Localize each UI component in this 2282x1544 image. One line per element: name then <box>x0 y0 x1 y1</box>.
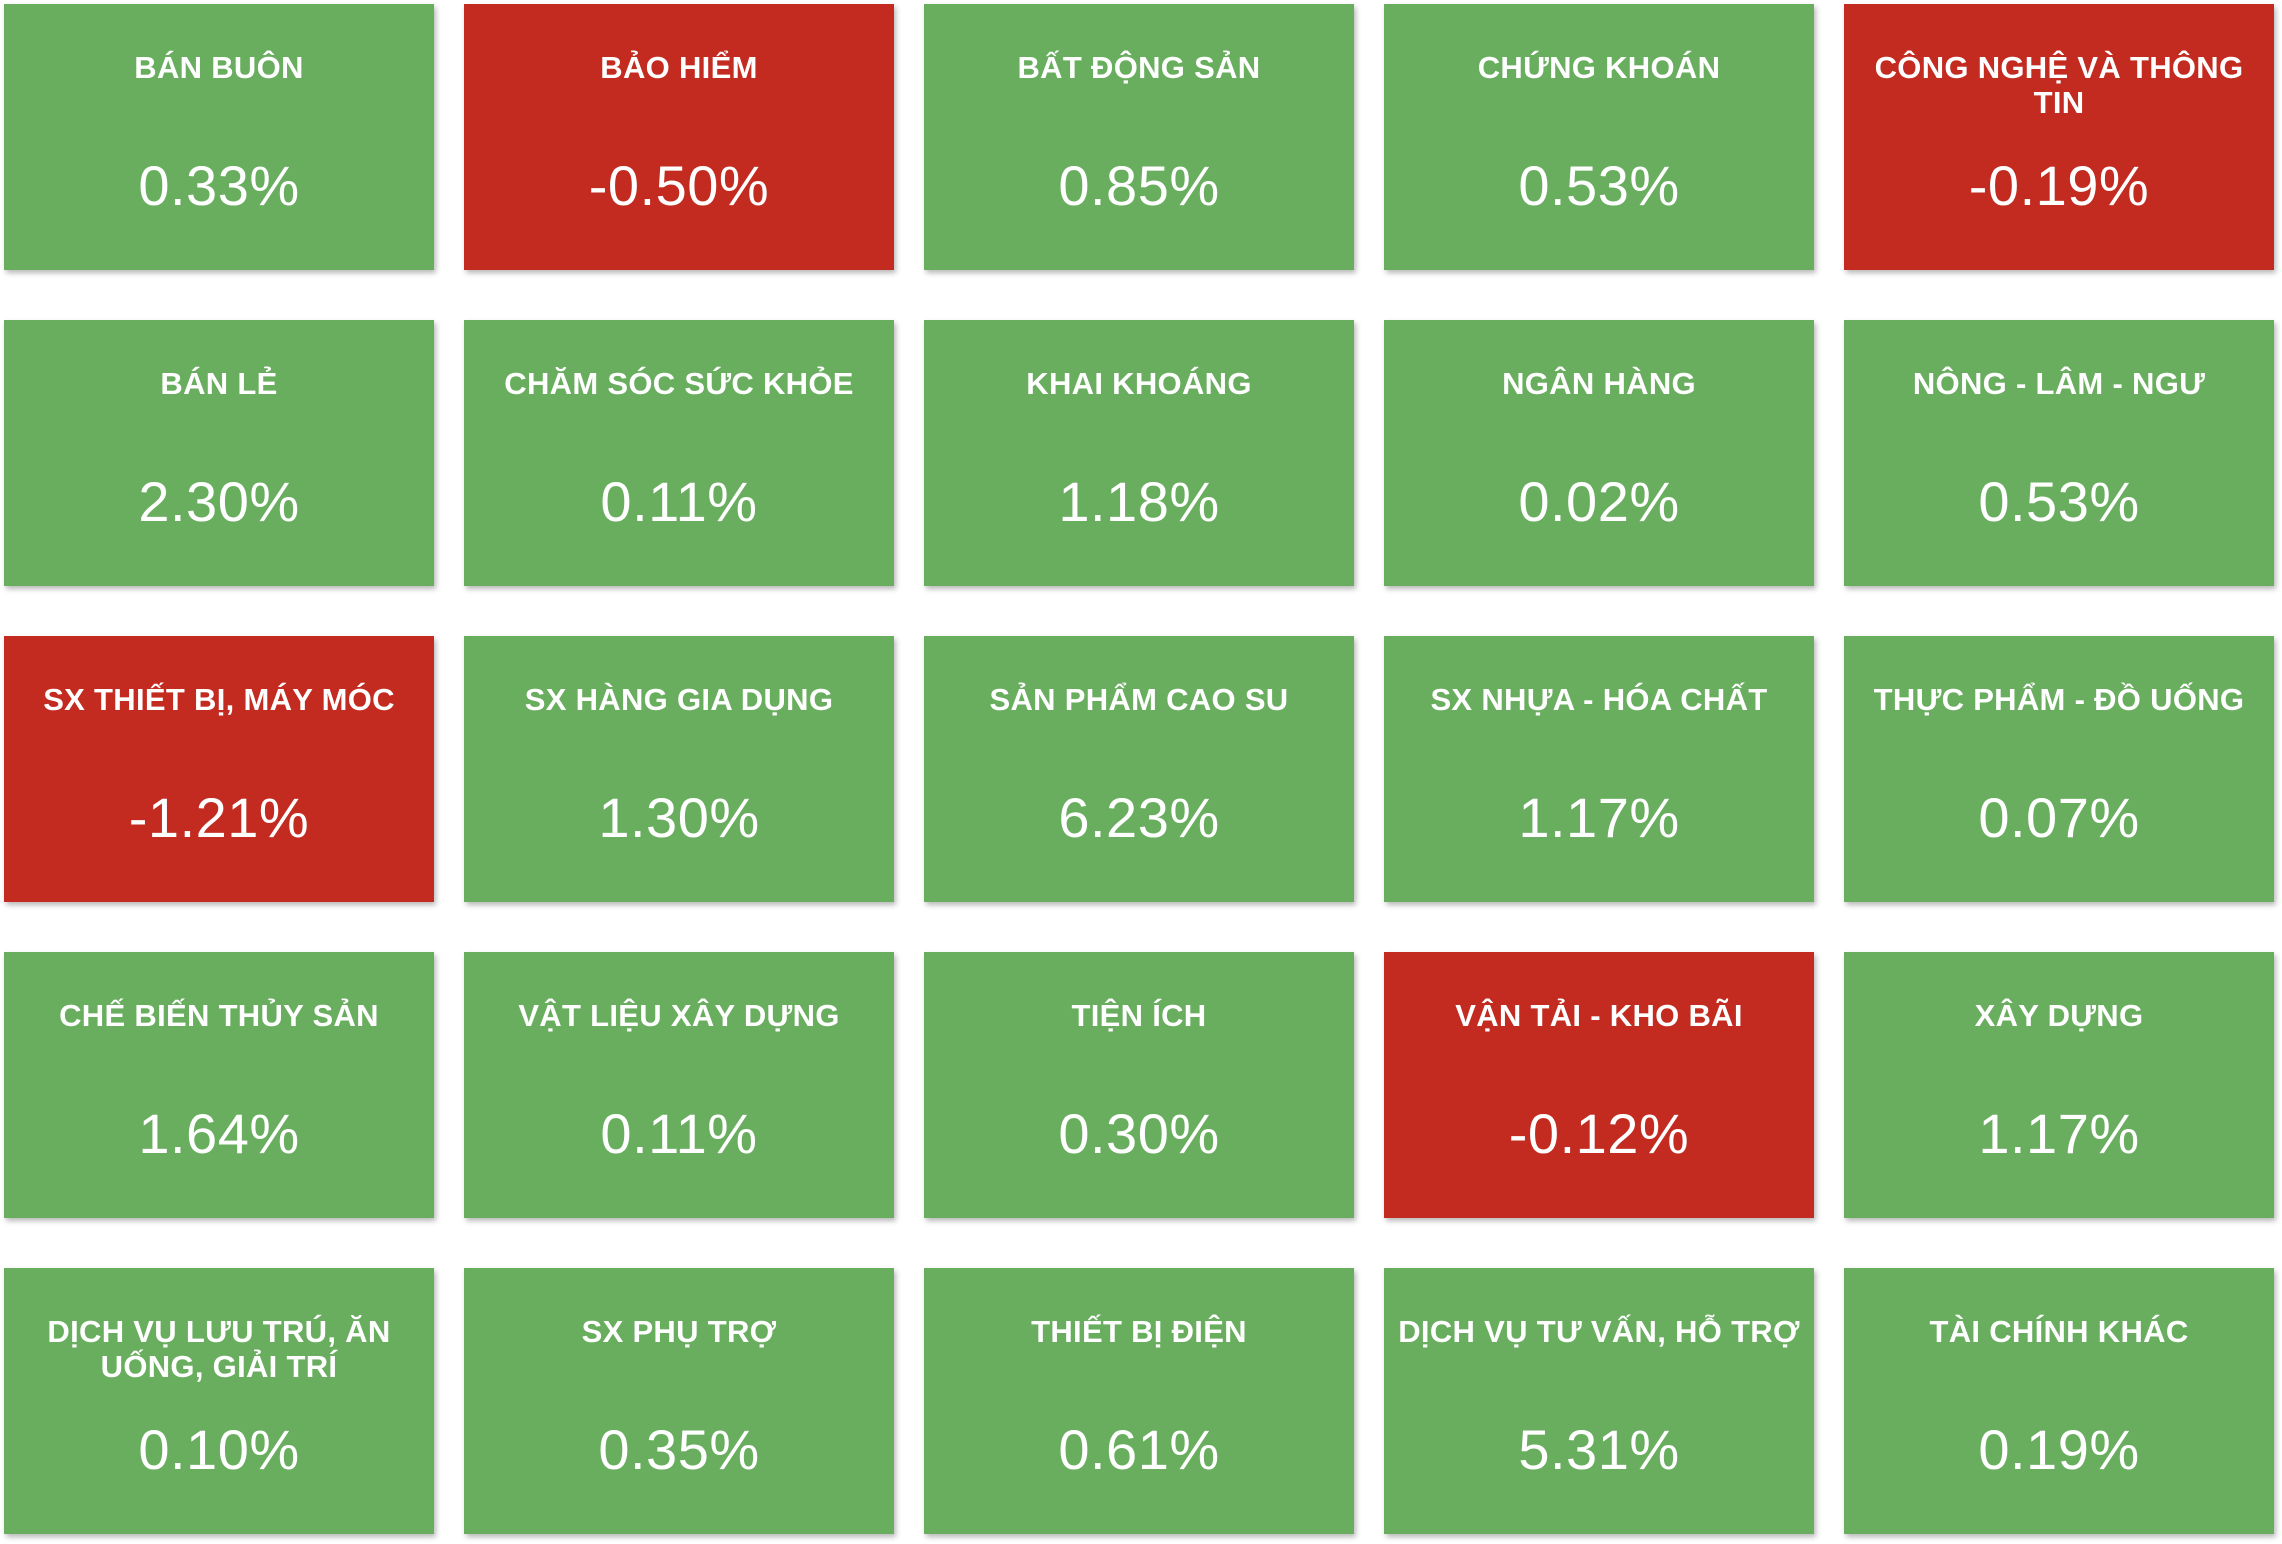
sector-name: CÔNG NGHỆ VÀ THÔNG TIN <box>1874 50 2244 120</box>
sector-change-value: 5.31% <box>1518 1418 1680 1481</box>
sector-change-value: 1.64% <box>138 1102 300 1165</box>
sector-tile[interactable]: SX NHỰA - HÓA CHẤT 1.17% <box>1384 636 1814 902</box>
sector-name: KHAI KHOÁNG <box>1026 366 1252 401</box>
sector-tile[interactable]: DỊCH VỤ LƯU TRÚ, ĂN UỐNG, GIẢI TRÍ 0.10% <box>4 1268 434 1534</box>
sector-tile[interactable]: TÀI CHÍNH KHÁC 0.19% <box>1844 1268 2274 1534</box>
sector-tile[interactable]: CHỨNG KHOÁN 0.53% <box>1384 4 1814 270</box>
sector-change-value: -0.12% <box>1508 1102 1690 1165</box>
sector-change-value: 0.33% <box>138 154 300 217</box>
sector-name: BÁN BUÔN <box>134 50 304 85</box>
sector-name: NÔNG - LÂM - NGƯ <box>1912 366 2206 401</box>
sector-change-value: 1.30% <box>598 786 760 849</box>
sector-name: BẢO HIỂM <box>600 50 758 85</box>
sector-change-value: 0.30% <box>1058 1102 1220 1165</box>
sector-tile[interactable]: NÔNG - LÂM - NGƯ 0.53% <box>1844 320 2274 586</box>
sector-name: TÀI CHÍNH KHÁC <box>1929 1314 2189 1349</box>
sector-change-value: 0.35% <box>598 1418 760 1481</box>
sector-tile[interactable]: CHẾ BIẾN THỦY SẢN 1.64% <box>4 952 434 1218</box>
sector-change-value: 0.61% <box>1058 1418 1220 1481</box>
sector-change-value: 1.18% <box>1058 470 1220 533</box>
sector-tile[interactable]: DỊCH VỤ TƯ VẤN, HỖ TRỢ 5.31% <box>1384 1268 1814 1534</box>
sector-name: CHẾ BIẾN THỦY SẢN <box>59 998 379 1033</box>
sector-change-value: 0.11% <box>600 470 758 533</box>
sector-change-value: 0.02% <box>1518 470 1680 533</box>
sector-change-value: 1.17% <box>1518 786 1680 849</box>
sector-tile[interactable]: CHĂM SÓC SỨC KHỎE 0.11% <box>464 320 894 586</box>
sector-name: DỊCH VỤ LƯU TRÚ, ĂN UỐNG, GIẢI TRÍ <box>47 1314 391 1384</box>
sector-change-value: 0.07% <box>1978 786 2140 849</box>
sector-tile[interactable]: BÁN LẺ 2.30% <box>4 320 434 586</box>
sector-tile[interactable]: SX HÀNG GIA DỤNG 1.30% <box>464 636 894 902</box>
sector-name: NGÂN HÀNG <box>1502 366 1696 401</box>
sector-tile[interactable]: CÔNG NGHỆ VÀ THÔNG TIN -0.19% <box>1844 4 2274 270</box>
sector-name: BÁN LẺ <box>160 366 278 401</box>
sector-tile[interactable]: XÂY DỰNG 1.17% <box>1844 952 2274 1218</box>
sector-change-value: 6.23% <box>1058 786 1220 849</box>
sector-name: SX NHỰA - HÓA CHẤT <box>1430 682 1768 717</box>
sector-tile[interactable]: VẬT LIỆU XÂY DỰNG 0.11% <box>464 952 894 1218</box>
sector-grid: BÁN BUÔN 0.33% BẢO HIỂM -0.50% BẤT ĐỘNG SẢN 0… <box>4 4 2274 1534</box>
sector-name: SX PHỤ TRỢ <box>581 1314 777 1349</box>
sector-change-value: 0.19% <box>1978 1418 2140 1481</box>
sector-tile[interactable]: BẤT ĐỘNG SẢN 0.85% <box>924 4 1354 270</box>
sector-tile[interactable]: SX THIẾT BỊ, MÁY MÓC -1.21% <box>4 636 434 902</box>
sector-name: XÂY DỰNG <box>1974 998 2144 1033</box>
sector-tile[interactable]: TIỆN ÍCH 0.30% <box>924 952 1354 1218</box>
sector-change-value: 0.85% <box>1058 154 1220 217</box>
sector-name: DỊCH VỤ TƯ VẤN, HỖ TRỢ <box>1398 1314 1800 1349</box>
sector-name: SX HÀNG GIA DỤNG <box>524 682 834 717</box>
sector-name: CHĂM SÓC SỨC KHỎE <box>504 366 854 401</box>
sector-name: BẤT ĐỘNG SẢN <box>1017 50 1261 85</box>
sector-change-value: -1.21% <box>128 786 310 849</box>
sector-change-value: -0.50% <box>588 154 770 217</box>
sector-name: SẢN PHẨM CAO SU <box>989 682 1289 717</box>
sector-tile[interactable]: BẢO HIỂM -0.50% <box>464 4 894 270</box>
sector-tile[interactable]: SẢN PHẨM CAO SU 6.23% <box>924 636 1354 902</box>
sector-name: THIẾT BỊ ĐIỆN <box>1031 1314 1247 1349</box>
sector-tile[interactable]: THỰC PHẨM - ĐỒ UỐNG 0.07% <box>1844 636 2274 902</box>
sector-name: VẬT LIỆU XÂY DỰNG <box>518 998 840 1033</box>
sector-name: VẬN TẢI - KHO BÃI <box>1455 998 1743 1033</box>
sector-change-value: 0.53% <box>1518 154 1680 217</box>
sector-name: SX THIẾT BỊ, MÁY MÓC <box>43 682 395 717</box>
sector-tile[interactable]: THIẾT BỊ ĐIỆN 0.61% <box>924 1268 1354 1534</box>
sector-name: THỰC PHẨM - ĐỒ UỐNG <box>1873 682 2245 717</box>
sector-tile[interactable]: BÁN BUÔN 0.33% <box>4 4 434 270</box>
sector-change-value: 2.30% <box>138 470 300 533</box>
sector-name: CHỨNG KHOÁN <box>1477 50 1721 85</box>
sector-name: TIỆN ÍCH <box>1071 998 1207 1033</box>
sector-change-value: 0.11% <box>600 1102 758 1165</box>
sector-change-value: 0.53% <box>1978 470 2140 533</box>
sector-change-value: 0.10% <box>138 1418 300 1481</box>
sector-change-value: -0.19% <box>1968 154 2150 217</box>
sector-tile[interactable]: NGÂN HÀNG 0.02% <box>1384 320 1814 586</box>
sector-tile[interactable]: VẬN TẢI - KHO BÃI -0.12% <box>1384 952 1814 1218</box>
sector-tile[interactable]: SX PHỤ TRỢ 0.35% <box>464 1268 894 1534</box>
sector-change-value: 1.17% <box>1978 1102 2140 1165</box>
sector-tile[interactable]: KHAI KHOÁNG 1.18% <box>924 320 1354 586</box>
